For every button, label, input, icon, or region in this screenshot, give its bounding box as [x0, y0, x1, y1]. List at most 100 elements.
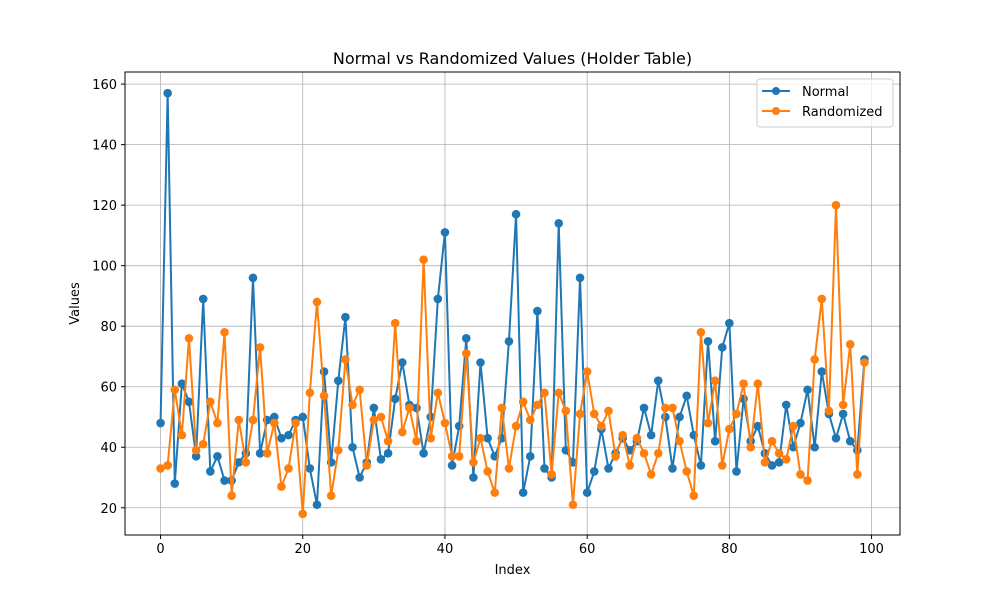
data-point-normal	[397, 358, 407, 367]
data-point-normal	[582, 488, 592, 497]
axis-ticks: 0 20 40 60 80 100 20 40 60 80 100 120 140 160	[92, 78, 884, 557]
data-point-normal	[504, 337, 514, 346]
series-layer	[156, 88, 869, 519]
data-point-randomized	[853, 470, 862, 479]
data-point-randomized	[604, 406, 613, 416]
data-point-randomized	[618, 430, 628, 440]
data-point-normal	[668, 464, 677, 473]
x-tick-label: 100	[859, 542, 884, 557]
data-point-randomized	[682, 467, 691, 476]
data-point-normal	[575, 273, 585, 283]
data-point-normal	[675, 412, 684, 422]
data-point-randomized	[341, 355, 350, 364]
data-point-normal	[383, 448, 393, 458]
data-point-randomized	[753, 379, 763, 388]
chart-title: Normal vs Randomized Values (Holder Tabl…	[333, 49, 692, 68]
data-point-randomized	[696, 327, 706, 337]
data-point-normal	[845, 436, 855, 446]
x-tick-label: 40	[437, 542, 454, 557]
data-point-randomized	[270, 418, 279, 428]
data-point-randomized	[568, 500, 578, 510]
data-point-normal	[710, 436, 720, 446]
data-point-randomized	[824, 406, 834, 416]
data-point-randomized	[419, 255, 428, 264]
data-point-randomized	[810, 355, 819, 364]
x-tick-label: 20	[294, 542, 311, 557]
data-point-normal	[305, 464, 315, 473]
data-point-randomized	[198, 439, 208, 449]
data-point-randomized	[334, 445, 343, 455]
data-point-normal	[213, 452, 222, 461]
data-point-randomized	[703, 418, 713, 428]
data-point-normal	[184, 397, 194, 407]
data-point-randomized	[355, 385, 364, 395]
y-tick-label: 120	[92, 199, 117, 214]
data-point-normal	[653, 376, 663, 385]
data-point-normal	[348, 442, 357, 452]
data-point-randomized	[447, 452, 457, 461]
x-tick-label: 60	[579, 542, 596, 557]
data-point-randomized	[490, 488, 500, 497]
data-point-normal	[419, 448, 428, 458]
data-point-randomized	[675, 436, 684, 446]
data-point-randomized	[319, 391, 329, 401]
data-point-normal	[781, 400, 791, 410]
data-point-normal	[767, 461, 777, 470]
data-point-normal	[220, 476, 229, 485]
data-point-randomized	[717, 461, 727, 470]
data-point-randomized	[476, 433, 485, 443]
data-point-normal	[255, 448, 265, 458]
data-point-randomized	[732, 409, 741, 419]
series-line-randomized	[160, 204, 866, 515]
data-point-randomized	[497, 403, 507, 413]
y-tick-label: 20	[100, 502, 117, 517]
data-point-normal	[796, 418, 805, 428]
data-point-randomized	[348, 400, 357, 410]
data-point-normal	[554, 219, 564, 228]
data-point-randomized	[504, 464, 514, 473]
data-point-randomized	[525, 415, 535, 425]
data-point-normal	[284, 430, 293, 440]
plot-area-frame	[124, 71, 901, 536]
data-point-randomized	[177, 430, 187, 440]
data-point-randomized	[369, 415, 379, 425]
data-point-normal	[298, 412, 308, 422]
data-point-randomized	[789, 421, 798, 431]
legend-box	[756, 78, 894, 128]
data-point-randomized	[817, 294, 827, 304]
data-point-normal	[533, 306, 542, 316]
data-point-randomized	[689, 491, 699, 500]
data-point-randomized	[646, 470, 656, 479]
data-point-randomized	[661, 403, 670, 413]
data-point-randomized	[184, 334, 194, 343]
y-tick-label: 80	[100, 320, 117, 335]
data-point-randomized	[291, 418, 300, 428]
data-point-randomized	[710, 376, 720, 385]
data-point-normal	[803, 385, 812, 395]
data-point-normal	[440, 228, 450, 237]
y-tick-label: 140	[92, 139, 117, 154]
data-point-normal	[589, 467, 599, 476]
data-point-normal	[191, 452, 201, 461]
data-point-normal	[725, 318, 734, 328]
x-axis-title: Index	[495, 563, 531, 578]
data-point-normal	[390, 394, 400, 404]
data-point-randomized	[803, 476, 812, 485]
data-point-randomized	[412, 436, 421, 446]
data-point-normal	[312, 500, 322, 510]
data-point-normal	[717, 343, 727, 352]
data-point-randomized	[461, 349, 471, 358]
data-point-randomized	[405, 403, 414, 413]
data-point-normal	[206, 467, 215, 476]
legend: Normal Randomized	[756, 78, 894, 128]
data-point-normal	[810, 442, 819, 452]
data-point-randomized	[234, 415, 244, 425]
data-point-randomized	[760, 458, 770, 467]
data-point-normal	[248, 273, 258, 283]
data-point-randomized	[632, 433, 642, 443]
data-point-randomized	[625, 461, 635, 470]
data-point-normal	[447, 461, 457, 470]
legend-label-randomized: Randomized	[802, 105, 883, 120]
data-point-normal	[270, 412, 279, 422]
data-point-normal	[604, 464, 613, 473]
